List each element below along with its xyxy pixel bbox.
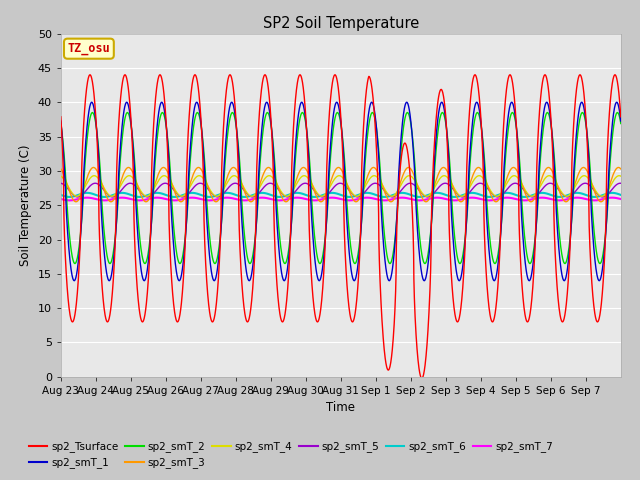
Y-axis label: Soil Temperature (C): Soil Temperature (C) <box>19 144 32 266</box>
Text: TZ_osu: TZ_osu <box>68 42 110 55</box>
Legend: sp2_Tsurface, sp2_smT_1, sp2_smT_2, sp2_smT_3, sp2_smT_4, sp2_smT_5, sp2_smT_6, : sp2_Tsurface, sp2_smT_1, sp2_smT_2, sp2_… <box>24 437 557 472</box>
X-axis label: Time: Time <box>326 401 355 414</box>
Title: SP2 Soil Temperature: SP2 Soil Temperature <box>262 16 419 31</box>
